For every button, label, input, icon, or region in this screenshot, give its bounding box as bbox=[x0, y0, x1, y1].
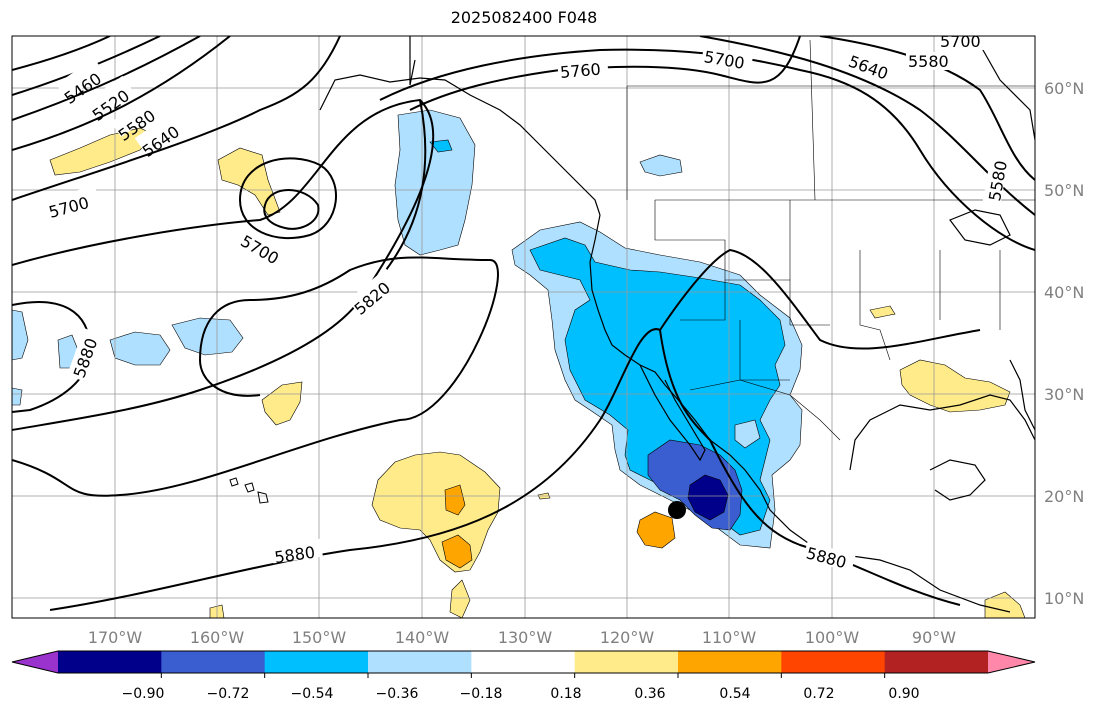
lon-label-150: 150°W bbox=[292, 628, 347, 647]
navy-core-region bbox=[687, 474, 729, 521]
contour-label: 5700 bbox=[940, 32, 981, 51]
contour-label: 5580 bbox=[908, 52, 949, 71]
shaded-fields bbox=[12, 109, 1026, 618]
colorbar-tick-label: −0.90 bbox=[122, 686, 165, 702]
colorbar-segment bbox=[884, 651, 989, 673]
contour-5460 bbox=[12, 36, 111, 71]
contour-5700-low bbox=[238, 157, 337, 240]
colorbar-segment bbox=[368, 651, 472, 673]
lon-label-140: 140°W bbox=[395, 628, 450, 647]
lon-label-160: 160°W bbox=[190, 628, 245, 647]
light-blue-patch-g bbox=[734, 419, 761, 449]
contour-5760 bbox=[409, 36, 801, 111]
contour-5580-north bbox=[819, 36, 1035, 181]
height-contours bbox=[12, 36, 1035, 611]
light-blue-pacific-patch bbox=[394, 109, 476, 256]
lat-label-60: 60°N bbox=[1044, 79, 1084, 98]
coast-florida bbox=[1009, 359, 1035, 431]
coast-hudson bbox=[974, 36, 1035, 141]
colorbar-tick-label: −0.18 bbox=[460, 686, 503, 702]
coast-alaska-north bbox=[409, 36, 416, 86]
yellow-patch-tiny-b bbox=[449, 579, 471, 618]
light-blue-patch-c bbox=[12, 309, 29, 361]
contour-5700-west bbox=[12, 36, 341, 201]
contour-5880-main bbox=[12, 256, 499, 497]
colorbar-segment bbox=[781, 651, 886, 673]
colorbar bbox=[11, 650, 1036, 678]
yellow-patch-tiny-d bbox=[984, 591, 1026, 618]
lat-label-50: 50°N bbox=[1044, 181, 1084, 200]
contour-5700-low-inner bbox=[263, 189, 320, 230]
lon-label-130: 130°W bbox=[498, 628, 553, 647]
map-title: 2025082400 F048 bbox=[450, 8, 598, 27]
longitude-labels: 170°W 160°W 150°W 140°W 130°W 120°W 110°… bbox=[88, 628, 956, 647]
light-blue-patch-b bbox=[171, 317, 244, 356]
yellow-patch-tiny-a bbox=[869, 305, 896, 319]
colorbar-extend-min bbox=[12, 651, 58, 673]
contour-5820-us bbox=[659, 248, 981, 350]
lon-label-110: 110°W bbox=[702, 628, 757, 647]
colorbar-tick-label: −0.72 bbox=[207, 686, 250, 702]
colorbar-tick-label: 0.90 bbox=[888, 686, 919, 702]
colorbar-outline bbox=[11, 650, 1036, 674]
coast-great-lakes bbox=[949, 209, 1011, 246]
grid bbox=[12, 36, 1035, 618]
colorbar-tick-label: −0.54 bbox=[291, 686, 334, 702]
light-blue-patch-a bbox=[109, 331, 171, 366]
orange-patch-pacific-b bbox=[441, 534, 473, 569]
colorbar-extend-max bbox=[988, 651, 1035, 673]
light-blue-patch-f bbox=[639, 154, 683, 177]
colorbar-tick-label: 0.72 bbox=[803, 686, 834, 702]
light-blue-patch-e bbox=[12, 387, 23, 406]
coast-alaska bbox=[319, 74, 601, 216]
political-borders bbox=[626, 39, 1035, 441]
coast-gulf-mexico bbox=[849, 394, 1035, 471]
contour-5640-nw bbox=[12, 36, 231, 151]
coast-yucatan bbox=[929, 459, 986, 501]
contour-5820-main bbox=[12, 98, 435, 431]
colorbar-tick-label: 0.54 bbox=[719, 686, 750, 702]
colorbar-segment bbox=[161, 651, 266, 673]
colorbar-tick-label: 0.36 bbox=[634, 686, 665, 702]
colorbar-segment bbox=[678, 651, 782, 673]
lon-label-170: 170°W bbox=[88, 628, 143, 647]
orange-patch-mexico bbox=[636, 511, 676, 549]
hawaii-islands bbox=[229, 477, 269, 504]
sky-blue-tiny-patch bbox=[429, 139, 453, 153]
lat-label-10: 10°N bbox=[1044, 589, 1084, 608]
lon-label-90: 90°W bbox=[912, 628, 956, 647]
yellow-patch-pacific-large bbox=[371, 451, 501, 573]
lon-label-120: 120°W bbox=[600, 628, 655, 647]
contour-label: 5760 bbox=[559, 59, 601, 81]
lon-label-100: 100°W bbox=[805, 628, 860, 647]
yellow-patch-small-a bbox=[261, 381, 303, 426]
coast-baja bbox=[639, 364, 706, 462]
location-marker bbox=[668, 501, 686, 519]
colorbar-segment bbox=[574, 651, 679, 673]
orange-patch-pacific-a bbox=[444, 484, 466, 516]
latitude-labels: 60°N 50°N 40°N 30°N 20°N 10°N bbox=[1044, 79, 1084, 608]
coastlines bbox=[319, 36, 1035, 613]
contour-5580-nw bbox=[12, 36, 201, 121]
lat-label-20: 20°N bbox=[1044, 487, 1084, 506]
colorbar-segment bbox=[58, 651, 162, 673]
colorbar-tick-labels: −0.90 −0.72 −0.54 −0.36 −0.18 0.18 0.36 … bbox=[122, 686, 920, 702]
contour-5700-north bbox=[379, 48, 1035, 251]
yellow-patch-gulf bbox=[899, 359, 1011, 413]
map-frame bbox=[11, 35, 1036, 619]
lat-label-40: 40°N bbox=[1044, 283, 1084, 302]
lat-label-30: 30°N bbox=[1044, 385, 1084, 404]
colorbar-segment bbox=[471, 651, 576, 673]
colorbar-tick-label: 0.18 bbox=[550, 686, 581, 702]
colorbar-tick-label: −0.36 bbox=[376, 686, 419, 702]
coast-west-us bbox=[589, 214, 1011, 613]
colorbar-segment bbox=[264, 651, 369, 673]
